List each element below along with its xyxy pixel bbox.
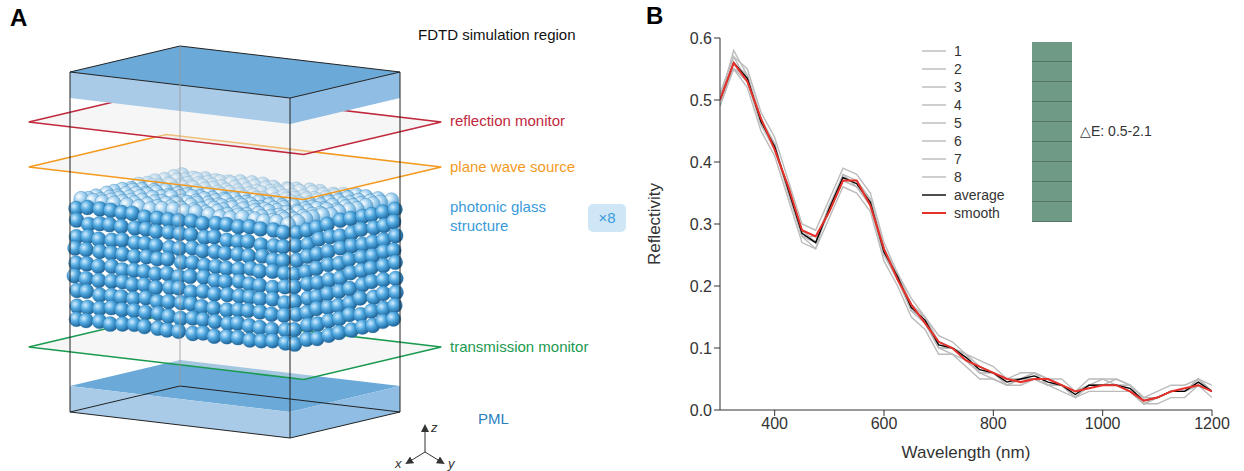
html-text:8: 8	[954, 169, 962, 185]
svg-text:structure: structure	[450, 217, 508, 234]
svg-text:reflection monitor: reflection monitor	[450, 112, 565, 129]
svg-text:FDTD simulation region: FDTD simulation region	[418, 26, 576, 43]
html-text:3: 3	[954, 79, 962, 95]
svg-text:1000: 1000	[1085, 415, 1121, 432]
html-text:2: 2	[954, 61, 962, 77]
svg-text:PML: PML	[478, 410, 509, 427]
svg-text:Reflectivity: Reflectivity	[645, 182, 664, 265]
svg-text:z: z	[430, 420, 438, 435]
svg-text:0.5: 0.5	[690, 92, 712, 109]
svg-text:400: 400	[761, 415, 788, 432]
html-text:7: 7	[954, 151, 962, 167]
svg-text:0.0: 0.0	[690, 402, 712, 419]
svg-text:Wavelength (nm): Wavelength (nm)	[902, 443, 1031, 462]
svg-text:800: 800	[980, 415, 1007, 432]
svg-text:600: 600	[871, 415, 898, 432]
svg-text:0.6: 0.6	[690, 30, 712, 47]
html-text:average: average	[954, 187, 1005, 203]
svg-text:0.3: 0.3	[690, 216, 712, 233]
html-text:6: 6	[954, 133, 962, 149]
html-text:5: 5	[954, 115, 962, 131]
svg-text:x: x	[394, 456, 402, 471]
svg-text:transmission monitor: transmission monitor	[450, 338, 588, 355]
svg-text:A: A	[10, 4, 27, 31]
svg-text:y: y	[447, 456, 456, 471]
svg-text:×8: ×8	[598, 209, 615, 226]
html-text:4: 4	[954, 97, 962, 113]
svg-text:photonic glass: photonic glass	[450, 198, 546, 215]
html-text:smooth: smooth	[954, 205, 1000, 221]
html-text:△E: 0.5-2.1: △E: 0.5-2.1	[1080, 123, 1152, 139]
svg-text:1200: 1200	[1194, 415, 1230, 432]
svg-text:0.2: 0.2	[690, 278, 712, 295]
svg-text:0.1: 0.1	[690, 340, 712, 357]
html-text:1: 1	[954, 43, 962, 59]
html-text:B: B	[646, 2, 664, 29]
svg-text:0.4: 0.4	[690, 154, 712, 171]
svg-text:plane wave source: plane wave source	[450, 158, 575, 175]
